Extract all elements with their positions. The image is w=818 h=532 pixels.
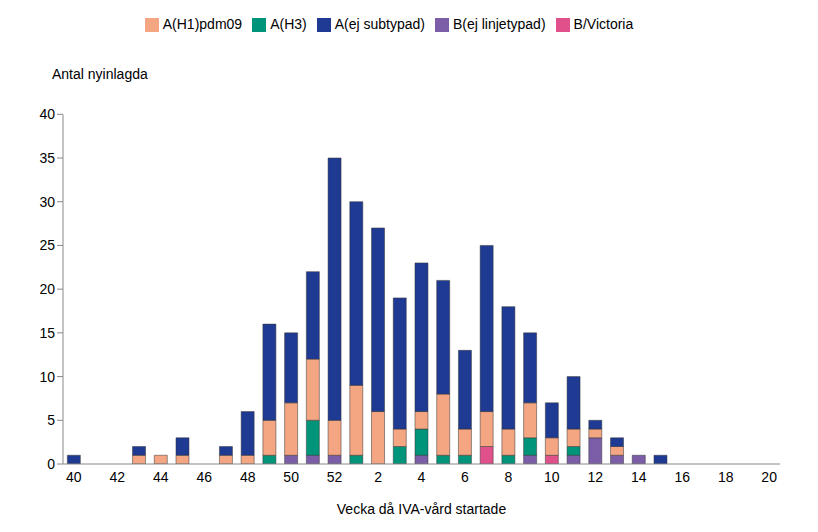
svg-text:20: 20 bbox=[39, 281, 55, 297]
html-text:A(ej subtypad): A(ej subtypad) bbox=[334, 16, 425, 32]
svg-text:5: 5 bbox=[47, 412, 55, 428]
svg-text:44: 44 bbox=[153, 469, 169, 485]
svg-text:Vecka då IVA-vård startade: Vecka då IVA-vård startade bbox=[337, 501, 507, 517]
svg-text:6: 6 bbox=[461, 469, 469, 485]
svg-text:8: 8 bbox=[505, 469, 513, 485]
html-text:A(H3): A(H3) bbox=[270, 16, 307, 32]
html-text:Antal nyinlagda: Antal nyinlagda bbox=[52, 66, 148, 82]
svg-text:15: 15 bbox=[39, 325, 55, 341]
html-text:A(H1)pdm09: A(H1)pdm09 bbox=[162, 16, 243, 32]
svg-text:2: 2 bbox=[374, 469, 382, 485]
html-text:B(ej linjetypad): B(ej linjetypad) bbox=[453, 16, 546, 32]
svg-text:35: 35 bbox=[39, 150, 55, 166]
svg-text:52: 52 bbox=[327, 469, 343, 485]
svg-text:16: 16 bbox=[674, 469, 690, 485]
svg-text:18: 18 bbox=[718, 469, 734, 485]
svg-text:48: 48 bbox=[240, 469, 256, 485]
svg-text:42: 42 bbox=[110, 469, 126, 485]
svg-text:4: 4 bbox=[418, 469, 426, 485]
svg-text:50: 50 bbox=[283, 469, 299, 485]
svg-text:0: 0 bbox=[47, 456, 55, 472]
svg-text:20: 20 bbox=[761, 469, 777, 485]
svg-text:25: 25 bbox=[39, 237, 55, 253]
svg-text:40: 40 bbox=[39, 106, 55, 122]
html-text:B/Victoria: B/Victoria bbox=[573, 16, 634, 32]
svg-text:46: 46 bbox=[196, 469, 212, 485]
svg-text:10: 10 bbox=[39, 369, 55, 385]
svg-text:14: 14 bbox=[631, 469, 647, 485]
svg-text:12: 12 bbox=[588, 469, 604, 485]
svg-text:10: 10 bbox=[544, 469, 560, 485]
svg-text:30: 30 bbox=[39, 194, 55, 210]
svg-text:40: 40 bbox=[66, 469, 82, 485]
